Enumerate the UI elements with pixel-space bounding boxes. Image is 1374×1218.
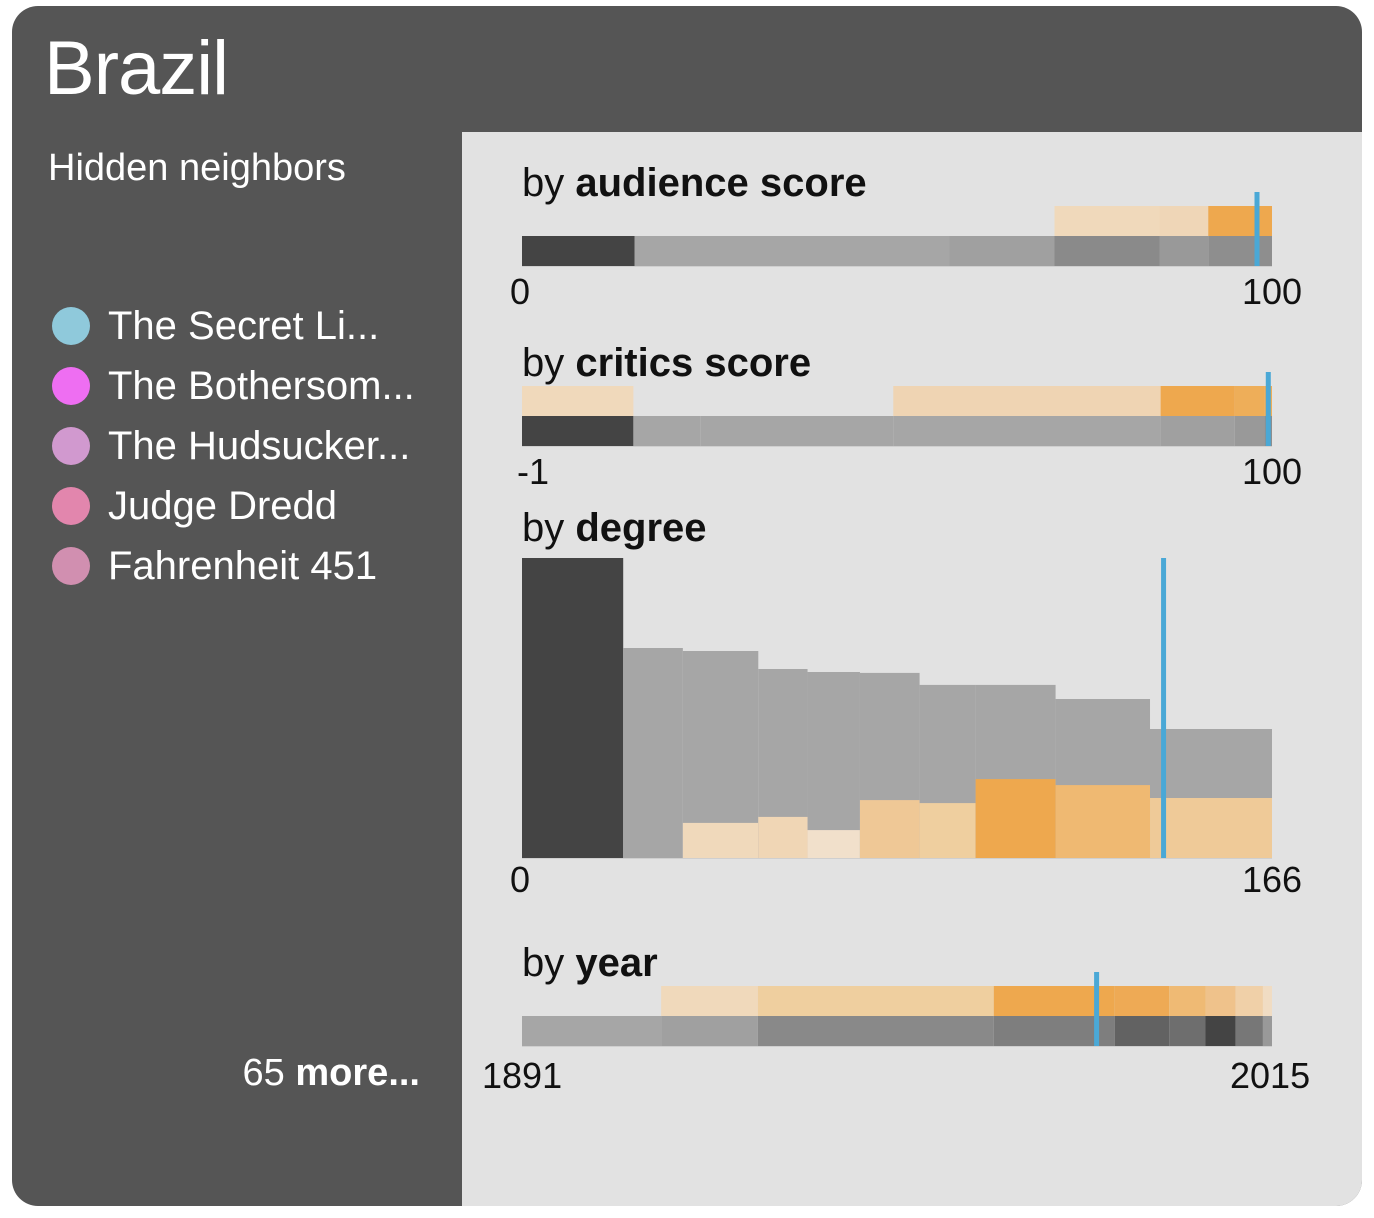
histogram-highlight-bar	[1114, 986, 1170, 1016]
histogram-base-bar	[634, 236, 950, 266]
histogram-base-bar	[807, 672, 860, 858]
histogram-base-bar	[522, 558, 624, 858]
degree-axis-max: 166	[1242, 859, 1303, 900]
neighbor-item[interactable]: The Secret Li...	[52, 296, 415, 356]
histogram-highlight-bar	[1235, 986, 1263, 1016]
audience-score-histogram[interactable]	[522, 192, 1272, 276]
neighbor-dot-icon	[52, 427, 90, 465]
histogram-base-bar	[1159, 236, 1209, 266]
histogram-highlight-bar	[1208, 206, 1272, 236]
histogram-base-bar	[1234, 416, 1265, 446]
histogram-highlight-bar	[1055, 785, 1151, 858]
histogram-base-bar	[1235, 1016, 1263, 1046]
critics-score-histogram[interactable]	[522, 372, 1272, 456]
year-axis-max: 2015	[1230, 1055, 1311, 1096]
more-neighbors-link[interactable]: 65 more...	[243, 1052, 420, 1095]
year-prefix: by	[522, 941, 565, 985]
current-value-marker	[1254, 192, 1260, 266]
year-metric: year	[575, 941, 658, 985]
histogram-base-bar	[757, 1016, 994, 1046]
histogram-base-bar	[633, 416, 701, 446]
histogram-highlight-bar	[1160, 386, 1235, 416]
current-value-marker	[1265, 372, 1271, 446]
histogram-highlight-bar	[1150, 798, 1272, 858]
histogram-base-bar	[1262, 1016, 1272, 1046]
critics-axis-max: 100	[1242, 451, 1303, 492]
histogram-base-bar	[661, 1016, 758, 1046]
histogram-highlight-bar	[757, 986, 994, 1016]
movie-card: Brazil Hidden neighbors The Secret Li...…	[12, 6, 1362, 1206]
neighbor-dot-icon	[52, 367, 90, 405]
histogram-highlight-bar	[1159, 206, 1209, 236]
movie-title: Brazil	[44, 26, 229, 111]
critics-score-heading: by critics score	[522, 340, 811, 386]
degree-metric: degree	[575, 506, 707, 550]
critics-axis-min: -1	[517, 451, 550, 492]
histogram-highlight-bar	[1169, 986, 1206, 1016]
year-axis-min: 1891	[482, 1055, 563, 1096]
neighbor-item[interactable]: Fahrenheit 451	[52, 536, 415, 596]
audience-axis-min: 0	[510, 271, 531, 312]
histogram-base-bar	[1160, 416, 1235, 446]
audience-metric: audience score	[575, 161, 867, 205]
degree-histogram[interactable]	[522, 558, 1272, 859]
histogram-base-bar	[1205, 1016, 1236, 1046]
histogram-highlight-bar	[758, 816, 808, 858]
histogram-base-bar	[1054, 236, 1160, 266]
histogram-highlight-bar	[1205, 986, 1236, 1016]
histogram-base-bar	[522, 416, 634, 446]
neighbor-list: The Secret Li... The Bothersom... The Hu…	[52, 296, 415, 596]
critics-prefix: by	[522, 341, 565, 385]
histogram-base-bar	[893, 416, 1161, 446]
critics-metric: critics score	[575, 341, 812, 385]
current-value-marker	[1161, 558, 1167, 858]
current-value-marker	[1094, 972, 1100, 1046]
histogram-highlight-bar	[682, 822, 759, 858]
histogram-base-bar	[1169, 1016, 1206, 1046]
neighbor-item[interactable]: Judge Dredd	[52, 476, 415, 536]
audience-score-heading: by audience score	[522, 160, 867, 206]
neighbor-dot-icon	[52, 307, 90, 345]
neighbor-item[interactable]: The Bothersom...	[52, 356, 415, 416]
histogram-base-bar	[522, 236, 635, 266]
more-count: 65	[242, 1052, 285, 1094]
audience-prefix: by	[522, 161, 565, 205]
neighbor-item[interactable]: The Hudsucker...	[52, 416, 415, 476]
histogram-base-bar	[623, 648, 683, 858]
histogram-highlight-bar	[807, 830, 860, 858]
degree-axis-min: 0	[510, 859, 531, 900]
neighbor-label: The Secret Li...	[108, 303, 380, 348]
histogram-highlight-bar	[1054, 206, 1160, 236]
hidden-neighbors-heading: Hidden neighbors	[48, 147, 346, 189]
histogram-base-bar	[1114, 1016, 1170, 1046]
histogram-base-bar	[522, 1016, 662, 1046]
histogram-highlight-bar	[1262, 986, 1272, 1016]
histogram-highlight-bar	[893, 386, 1161, 416]
histogram-base-bar	[1208, 236, 1272, 266]
neighbor-label: Fahrenheit 451	[108, 543, 378, 588]
neighbor-label: The Hudsucker...	[108, 423, 411, 468]
year-heading: by year	[522, 940, 658, 986]
neighbor-label: Judge Dredd	[108, 483, 338, 528]
histogram-highlight-bar	[975, 779, 1056, 858]
audience-axis-max: 100	[1242, 271, 1303, 312]
histogram-panel: by audience score 0 100 by critics score…	[462, 132, 1362, 1206]
histogram-highlight-bar	[522, 386, 634, 416]
neighbor-dot-icon	[52, 487, 90, 525]
histogram-highlight-bar	[859, 800, 920, 858]
histogram-highlight-bar	[919, 803, 976, 858]
degree-prefix: by	[522, 506, 565, 550]
year-histogram[interactable]	[522, 972, 1272, 1056]
neighbor-label: The Bothersom...	[108, 363, 415, 408]
histogram-highlight-bar	[661, 986, 758, 1016]
more-label: more...	[295, 1052, 420, 1094]
histogram-highlight-bar	[1234, 386, 1265, 416]
neighbor-dot-icon	[52, 547, 90, 585]
degree-heading: by degree	[522, 505, 707, 551]
histogram-base-bar	[700, 416, 894, 446]
histogram-base-bar	[949, 236, 1055, 266]
